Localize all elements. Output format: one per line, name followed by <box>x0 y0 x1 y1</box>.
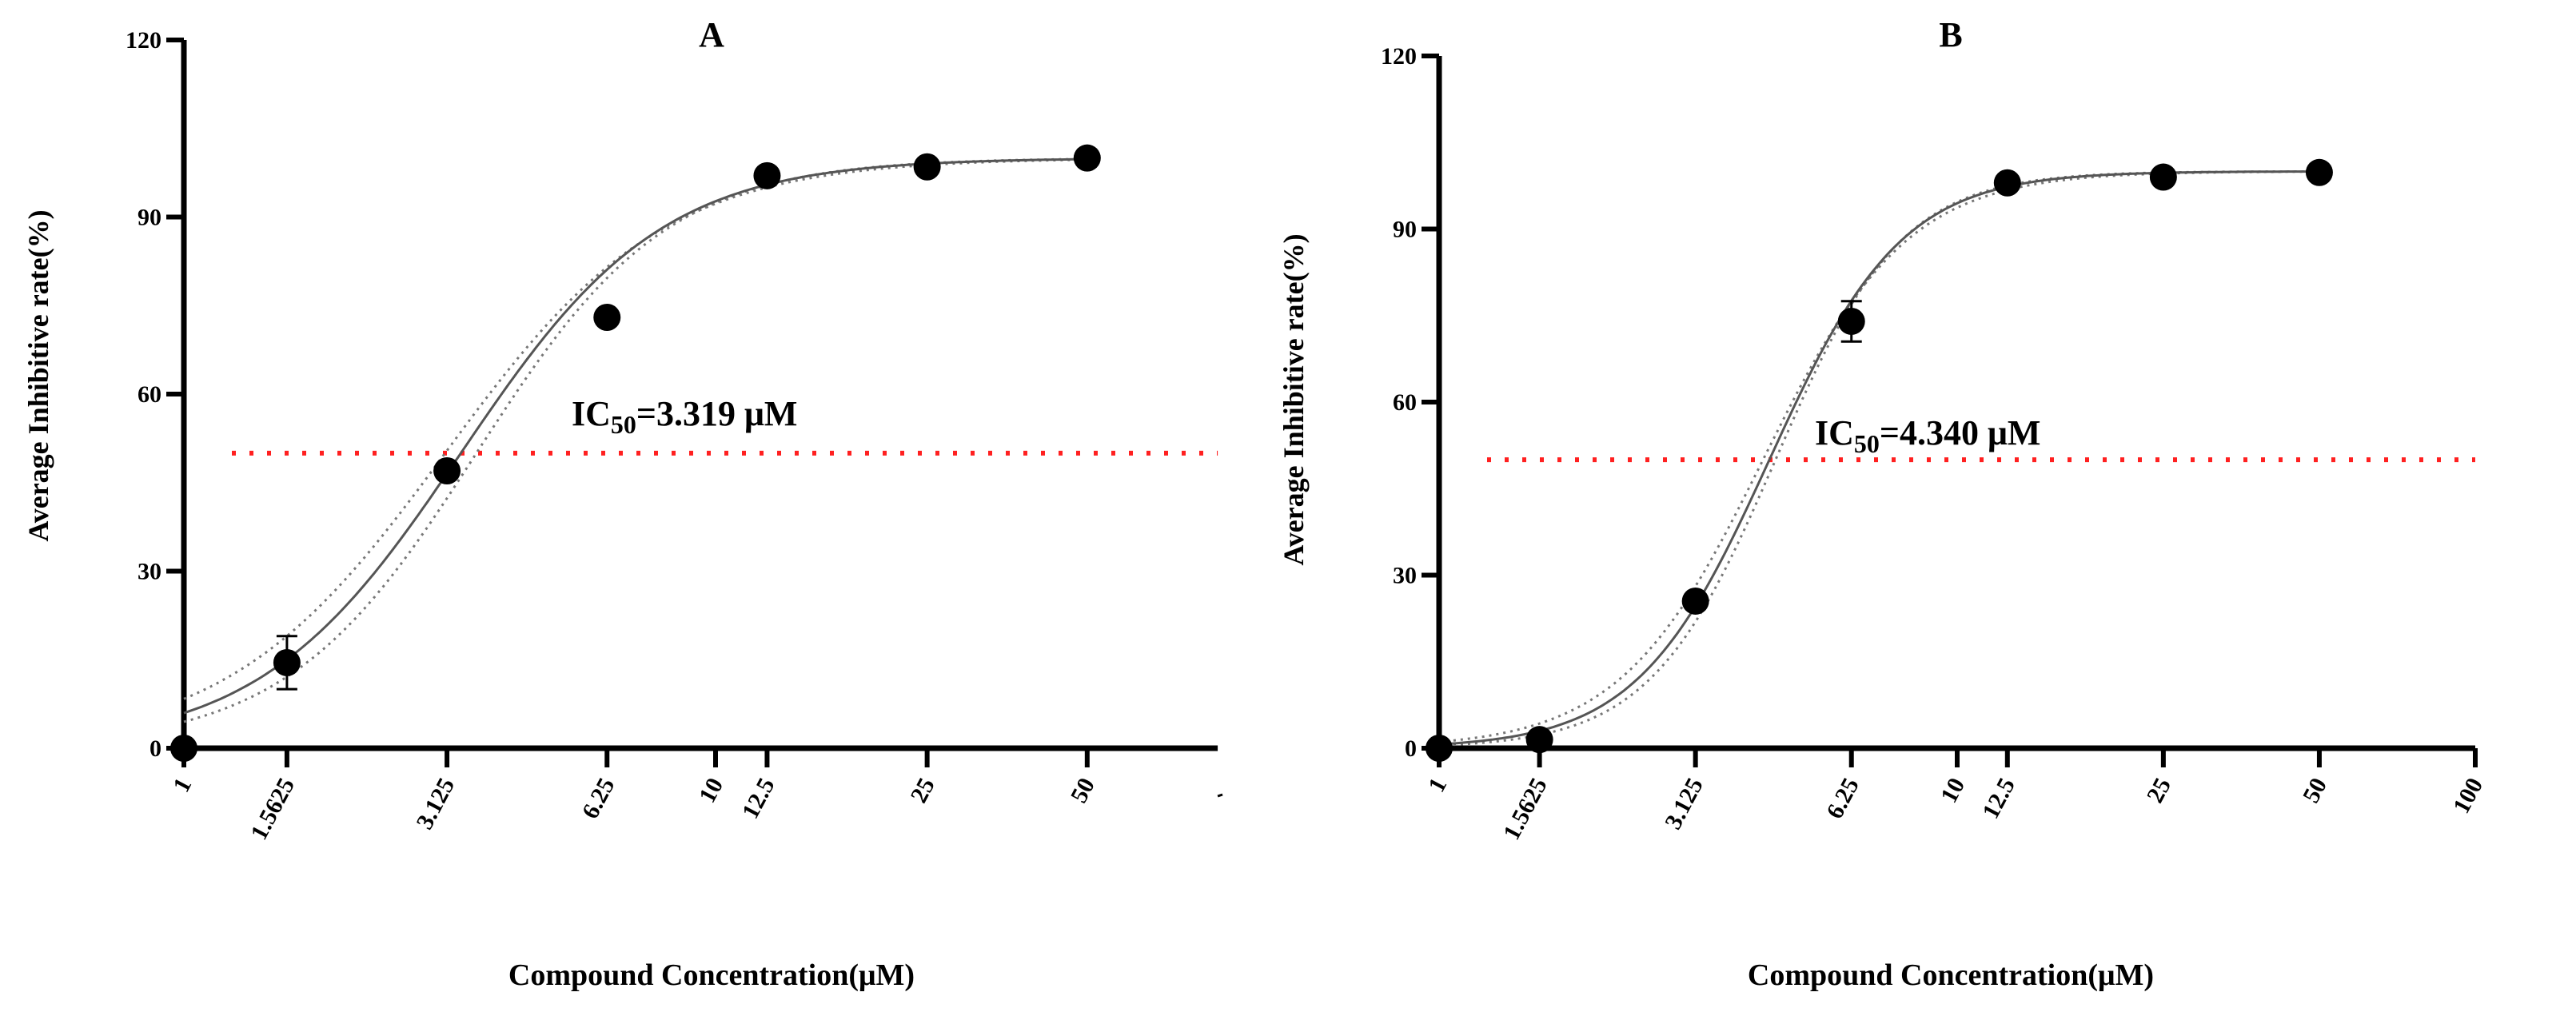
y-tick-label: 30 <box>1393 563 1417 589</box>
data-point <box>1993 169 2021 197</box>
x-tick-label: 50 <box>1066 774 1100 807</box>
x-tick-label-cut <box>1217 793 1223 798</box>
y-tick-label: 120 <box>126 27 161 54</box>
y-axis-title: Average Inhibitive rate(%) <box>22 209 54 541</box>
ic50-prefix: IC <box>1815 413 1854 452</box>
data-point <box>593 304 621 332</box>
x-tick-label: 1 <box>1423 774 1452 797</box>
x-tick-label: 6.25 <box>577 774 620 823</box>
ic50-value: =4.340 μM <box>1880 413 2041 452</box>
y-tick-label: 0 <box>150 735 161 762</box>
data-point <box>1837 307 1865 335</box>
x-tick-label: 25 <box>906 774 940 807</box>
x-tick-label: 1.5625 <box>1498 774 1553 844</box>
data-point <box>433 456 461 484</box>
x-tick-label: 25 <box>2142 774 2176 807</box>
x-tick-label: 12.5 <box>737 774 780 823</box>
panel-b: B 0 30 60 90 120 1 1.5625 3.125 6.25 10 12.5 25 50 100… <box>1278 15 2488 992</box>
chart-title: A <box>699 15 724 54</box>
x-tick-label: 10 <box>694 774 728 807</box>
x-tick-label: 100 <box>2448 774 2488 818</box>
y-tick-label: 0 <box>1405 735 1417 762</box>
ic50-value: =3.319 μM <box>636 394 798 433</box>
data-point <box>1426 735 1453 762</box>
x-tick-label: 1.5625 <box>245 774 300 844</box>
ic50-subscript: 50 <box>1854 429 1880 458</box>
y-tick-label: 60 <box>1393 389 1417 416</box>
data-point <box>273 648 301 676</box>
x-tick-label: 3.125 <box>411 774 460 834</box>
y-axis-title: Average Inhibitive rate(%) <box>1278 233 1310 565</box>
x-tick-label: 50 <box>2298 774 2332 807</box>
x-tick-label: 10 <box>1936 774 1970 807</box>
x-axis-title: Compound Concentration(μM) <box>508 958 915 992</box>
ic50-annotation: IC50=3.319 μM <box>572 394 797 439</box>
data-point <box>753 161 781 189</box>
data-point <box>913 153 941 181</box>
ic50-subscript: 50 <box>611 410 636 439</box>
y-tick-label: 60 <box>138 381 161 408</box>
y-tick-label: 30 <box>138 559 161 585</box>
x-tick-label: 12.5 <box>1977 774 2020 823</box>
data-point <box>1681 587 1709 615</box>
y-tick-label: 90 <box>138 205 161 231</box>
data-point <box>2305 158 2333 186</box>
y-tick-label: 120 <box>1381 43 1417 70</box>
x-tick-label: 3.125 <box>1660 774 1709 834</box>
data-point <box>170 735 197 762</box>
ic50-prefix: IC <box>572 394 611 433</box>
y-tick-label: 90 <box>1393 217 1417 243</box>
data-point <box>1073 144 1101 172</box>
x-tick-label: 1 <box>168 774 197 797</box>
panel-a: A 0 30 60 90 120 1 1.5625 3.125 6.25 10 12.5 25 50 Com… <box>22 15 1223 992</box>
data-point <box>2149 163 2177 191</box>
ic50-annotation: IC50=4.340 μM <box>1815 413 2040 458</box>
x-axis-title: Compound Concentration(μM) <box>1748 958 2154 992</box>
x-tick-label: 6.25 <box>1821 774 1864 823</box>
data-point <box>1525 726 1553 754</box>
chart-title: B <box>1939 15 1962 54</box>
confidence-band-lower <box>1438 170 2319 747</box>
confidence-band-lower <box>183 157 1087 723</box>
